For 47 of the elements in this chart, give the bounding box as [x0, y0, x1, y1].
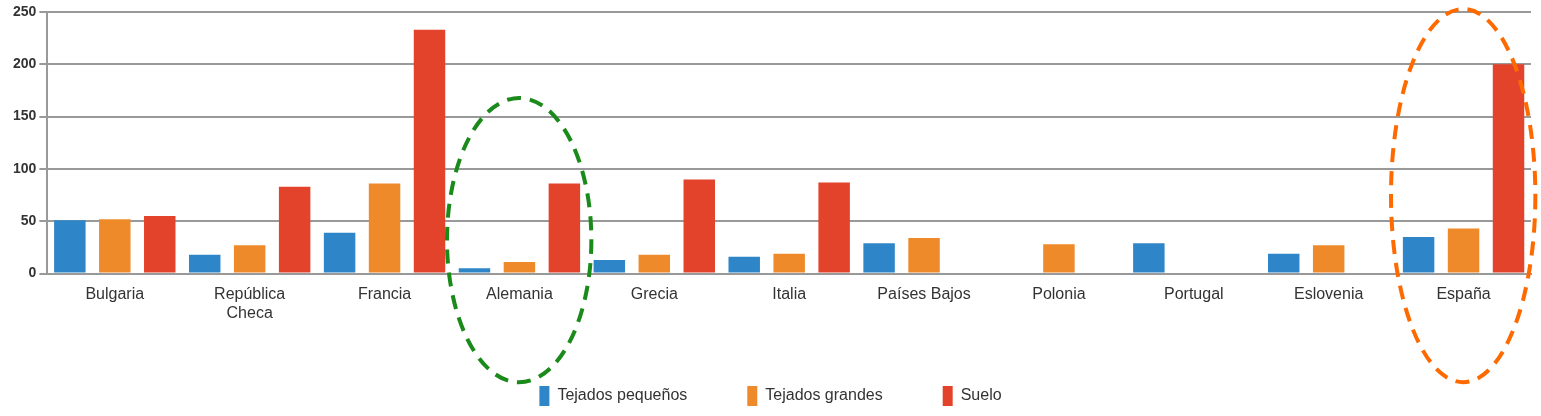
bar [773, 253, 805, 273]
x-tick-label: Francia [357, 284, 412, 302]
bar [368, 183, 401, 273]
y-tick-label: 250 [13, 2, 37, 19]
bar [278, 186, 311, 273]
bar [593, 260, 626, 273]
x-tick-label: Alemania [486, 284, 553, 302]
bar [144, 216, 176, 273]
bar [1402, 236, 1435, 273]
bar [54, 220, 86, 273]
bar [1133, 243, 1165, 273]
y-tick-label: 200 [13, 55, 37, 72]
bar [548, 183, 581, 273]
x-tick-label: Polonia [1032, 284, 1086, 302]
bar [638, 254, 671, 273]
bar [1492, 64, 1525, 273]
bar [99, 219, 131, 273]
bar [818, 182, 850, 273]
bar [908, 238, 940, 273]
x-tick-label: España [1436, 284, 1491, 302]
bar [323, 232, 356, 273]
bar [413, 29, 446, 273]
bar [233, 245, 266, 273]
bar [1312, 245, 1345, 273]
x-tick-label: República Checa [214, 284, 286, 321]
bar [458, 268, 491, 273]
y-tick-label: 100 [13, 159, 37, 176]
legend-label: Tejados grandes [765, 386, 883, 404]
bar [188, 254, 221, 273]
x-tick-label: Portugal [1164, 284, 1224, 302]
legend-label: Suelo [960, 386, 1002, 404]
bar [1447, 228, 1480, 273]
legend-label: Tejados pequeños [557, 386, 688, 404]
x-tick-label: Países Bajos [877, 284, 971, 302]
bar [683, 179, 715, 273]
bar [1043, 244, 1075, 273]
bar [1267, 253, 1300, 273]
bar [863, 243, 895, 273]
bar [728, 256, 760, 273]
x-tick-label: Bulgaria [85, 284, 145, 302]
x-tick-label: Grecia [630, 284, 678, 302]
y-tick-label: 150 [13, 107, 37, 124]
y-tick-label: 0 [28, 264, 37, 281]
bar [503, 262, 536, 273]
y-tick-label: 50 [20, 212, 37, 229]
x-tick-label: Italia [772, 284, 807, 302]
x-tick-label: Eslovenia [1294, 284, 1364, 302]
